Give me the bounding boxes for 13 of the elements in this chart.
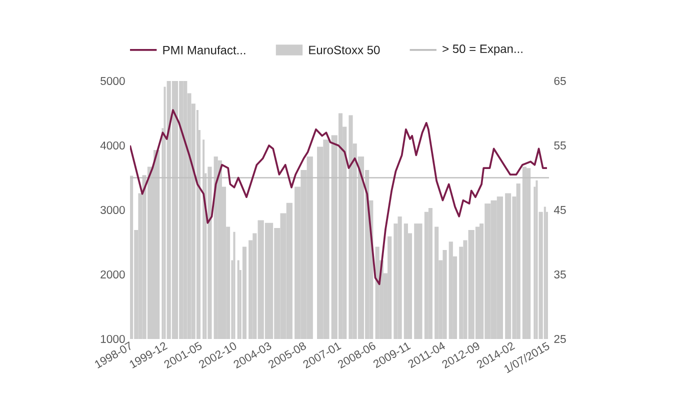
y2-tick-label: 65 — [554, 76, 566, 85]
legend-label: > 50 = Expan... — [442, 44, 522, 56]
y2-tick-label: 25 — [554, 334, 566, 343]
y-tick-label: 5000 — [100, 76, 125, 85]
legend-label: EuroStoxx 50 — [309, 46, 380, 54]
y2-tick-label: 35 — [554, 270, 566, 278]
y2-tick-label: 55 — [554, 142, 566, 150]
y-tick-label: 4000 — [100, 141, 125, 150]
y2-tick-label: 45 — [554, 206, 566, 214]
y-tick-label: 2000 — [100, 270, 125, 278]
y-tick-label: 1000 — [100, 334, 125, 343]
legend-label: PMI Manufact... — [163, 46, 246, 54]
y-tick-label: 3000 — [100, 206, 125, 214]
